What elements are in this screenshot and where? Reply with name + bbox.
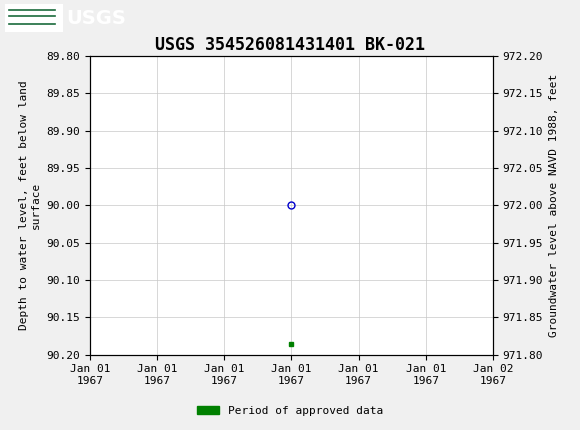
- Text: USGS 354526081431401 BK-021: USGS 354526081431401 BK-021: [155, 36, 425, 54]
- Bar: [5, 4, 63, 32]
- Legend: Period of approved data: Period of approved data: [193, 401, 387, 420]
- Y-axis label: Depth to water level, feet below land
surface: Depth to water level, feet below land su…: [19, 80, 41, 330]
- Y-axis label: Groundwater level above NAVD 1988, feet: Groundwater level above NAVD 1988, feet: [549, 74, 559, 337]
- Text: USGS: USGS: [67, 9, 126, 28]
